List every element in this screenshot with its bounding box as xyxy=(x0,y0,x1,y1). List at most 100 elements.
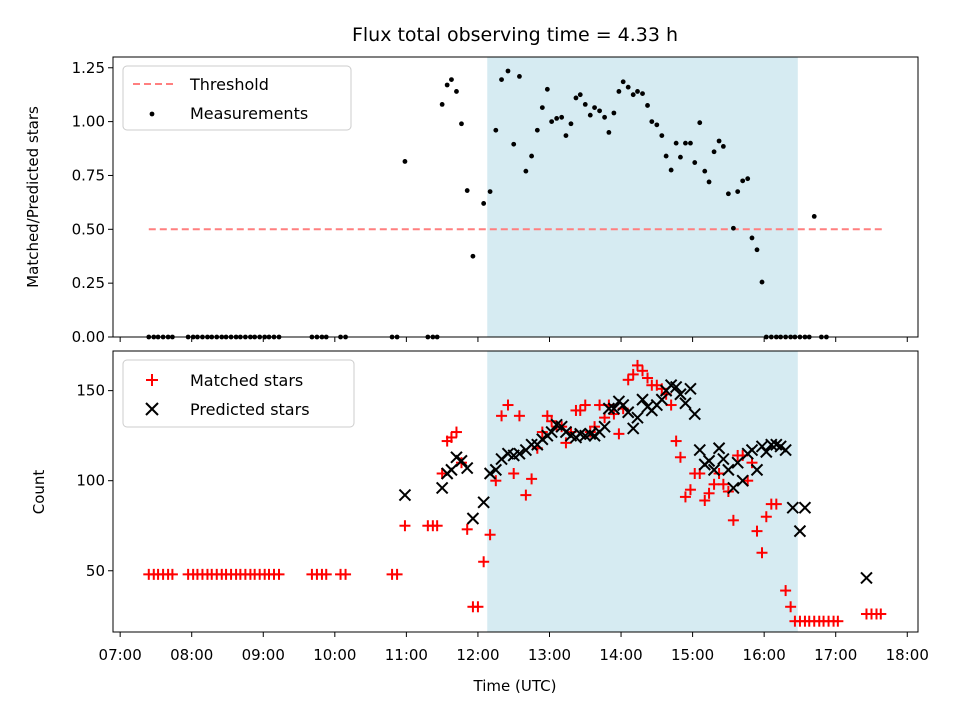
matched-star-point xyxy=(637,365,649,377)
measurement-point xyxy=(659,133,665,139)
x-tick-label: 12:00 xyxy=(456,646,499,664)
legend-threshold-label: Threshold xyxy=(189,75,269,94)
top-legend: Threshold Measurements xyxy=(122,65,352,131)
top-y-axis-label: Matched/Predicted stars xyxy=(24,106,42,288)
measurement-point xyxy=(735,189,741,195)
matched-star-point xyxy=(670,435,682,447)
measurement-point xyxy=(577,92,583,98)
measurement-point xyxy=(559,114,565,120)
predicted-star-point xyxy=(655,393,669,406)
bottom-panel: 50 100 150 07:00 08:00 09:00 10:00 11:00 12:00 1… xyxy=(30,350,929,695)
matched-star-point xyxy=(445,431,457,443)
legend-matched-label: Matched stars xyxy=(190,371,303,390)
measurement-point xyxy=(534,127,540,133)
predicted-star-point xyxy=(684,382,697,396)
bottom-y-axis-label: Count xyxy=(30,470,48,515)
matched-star-point xyxy=(320,568,332,580)
matched-star-point xyxy=(399,520,411,532)
x-tick-label: 15:00 xyxy=(671,646,714,664)
predicted-star-point xyxy=(460,461,474,475)
predicted-star-point xyxy=(798,501,812,514)
measurement-point xyxy=(635,89,640,94)
measurement-point xyxy=(649,119,655,125)
predicted-star-point xyxy=(786,501,799,514)
measurement-point xyxy=(683,140,688,146)
measurement-point xyxy=(454,89,459,94)
top-axes-frame xyxy=(112,56,919,338)
predicted-star-point xyxy=(636,393,649,406)
x-tick-label: 07:00 xyxy=(99,646,142,664)
predicted-star-point xyxy=(435,481,449,495)
predicted-star-point xyxy=(707,463,721,477)
predicted-star-point xyxy=(712,442,726,455)
predicted-star-point xyxy=(455,454,468,468)
predicted-star-point xyxy=(793,524,807,538)
measurement-point xyxy=(464,188,470,193)
measurement-point xyxy=(573,95,579,101)
matched-star-point xyxy=(431,520,443,532)
measurement-point xyxy=(444,82,450,88)
measurement-point xyxy=(645,103,650,108)
measurement-point xyxy=(523,168,529,174)
measurement-point xyxy=(587,112,593,118)
matched-star-point xyxy=(391,568,403,580)
x-tick-label: 10:00 xyxy=(313,646,356,664)
matched-star-point xyxy=(478,556,490,568)
measurement-point xyxy=(511,141,517,147)
top-highlight-span xyxy=(487,57,798,337)
measurement-point xyxy=(554,115,560,121)
predicted-star-point xyxy=(727,481,740,495)
measurement-point xyxy=(449,77,454,83)
predicted-star-point xyxy=(760,445,773,459)
measurement-point xyxy=(563,133,569,139)
measurement-point xyxy=(716,138,722,144)
measurement-point xyxy=(592,105,597,111)
predicted-star-point xyxy=(621,406,635,419)
y-tick-label: 0.25 xyxy=(72,274,105,292)
measurement-point xyxy=(620,79,626,85)
matched-star-point xyxy=(756,547,768,559)
predicted-stars-points xyxy=(398,379,873,585)
predicted-star-point xyxy=(627,422,640,435)
matched-star-point xyxy=(665,399,677,411)
measurement-point xyxy=(663,153,669,159)
measurement-point xyxy=(673,140,679,146)
measurement-point xyxy=(517,73,522,79)
matched-star-point xyxy=(526,473,538,485)
predicted-star-point xyxy=(717,452,730,466)
measurement-point xyxy=(720,143,726,149)
predicted-star-point xyxy=(525,438,538,451)
measurement-point xyxy=(568,121,574,127)
matched-star-point xyxy=(642,372,654,384)
matched-star-point xyxy=(751,525,763,537)
measurement-point xyxy=(493,127,499,133)
legend-measurements-label: Measurements xyxy=(190,104,308,123)
matched-star-point xyxy=(574,404,586,416)
predicted-star-point xyxy=(722,463,735,477)
measurement-point xyxy=(745,176,751,182)
predicted-star-point xyxy=(679,397,692,410)
measurement-point xyxy=(549,119,555,125)
x-axis-label: Time (UTC) xyxy=(473,677,557,695)
measurement-point xyxy=(597,108,602,114)
matched-star-point xyxy=(674,451,686,463)
matched-star-point xyxy=(496,410,508,422)
matched-star-point xyxy=(679,491,691,503)
matched-star-point xyxy=(627,368,639,380)
top-y-ticks: 0.00 0.25 0.50 0.75 1.00 1.25 xyxy=(72,59,113,346)
matched-star-point xyxy=(166,568,178,580)
measurement-point xyxy=(529,153,534,159)
matched-star-point xyxy=(727,514,739,526)
predicted-star-point xyxy=(616,398,630,412)
top-panel: 0.00 0.25 0.50 0.75 1.00 1.25 Flux total obse… xyxy=(24,24,919,346)
matched-star-point xyxy=(632,359,644,371)
predicted-star-point xyxy=(669,380,683,394)
measurement-point xyxy=(630,92,636,98)
matched-star-point xyxy=(613,428,625,440)
measurement-point xyxy=(811,213,817,219)
matched-star-point xyxy=(513,410,525,422)
legend-predicted-label: Predicted stars xyxy=(190,400,310,419)
legend-measurements-swatch xyxy=(149,111,155,117)
measurement-point xyxy=(487,189,493,195)
